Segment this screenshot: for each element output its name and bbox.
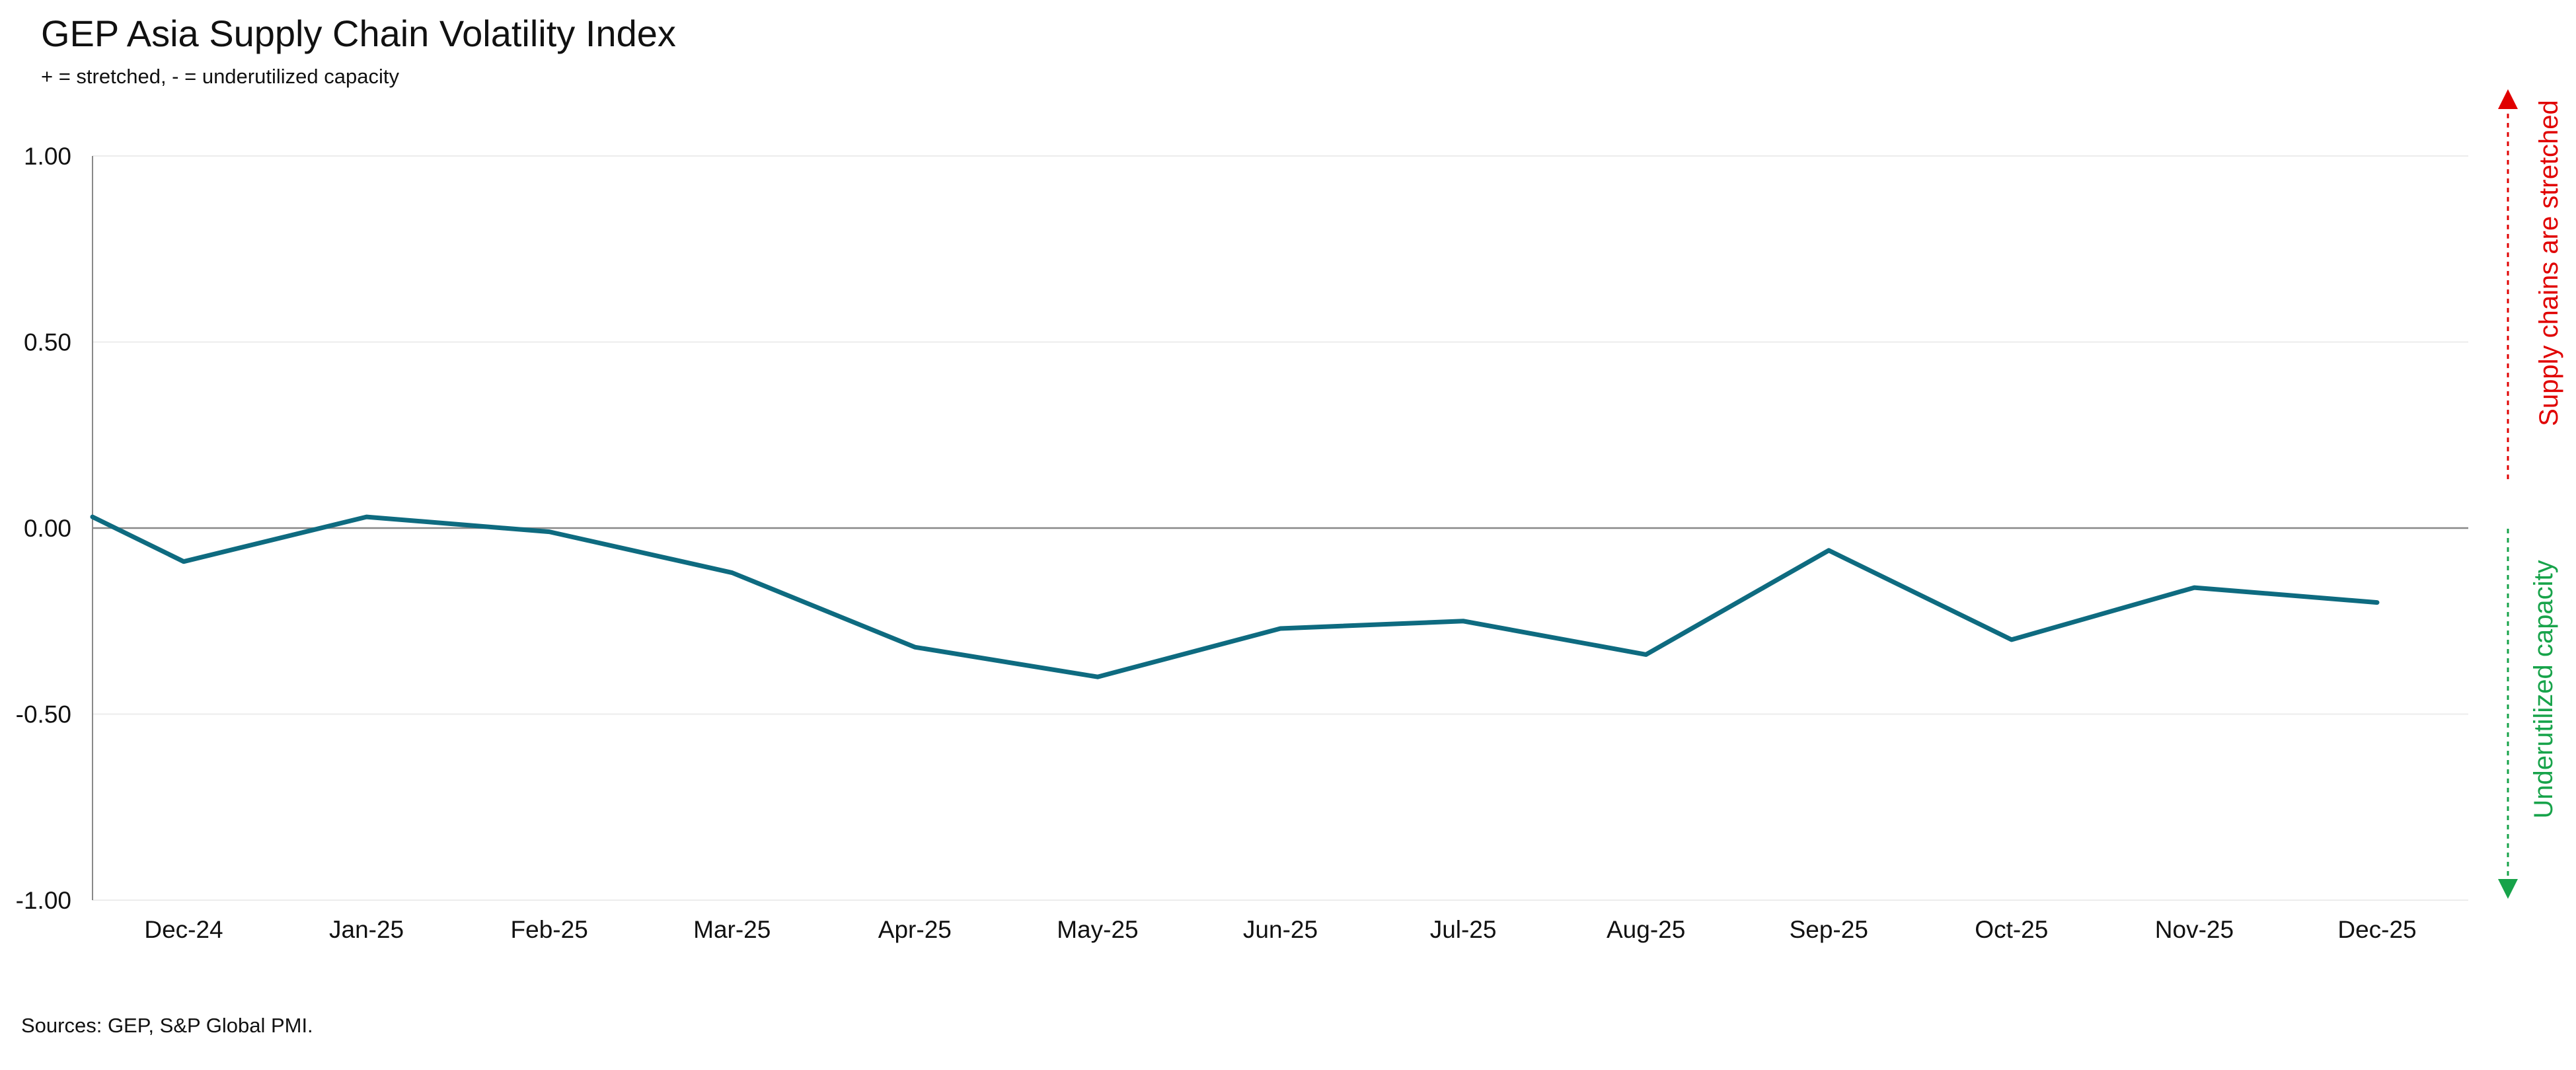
data-point — [2010, 638, 2012, 640]
x-tick-label: Dec-25 — [2337, 916, 2416, 943]
x-tick-label: Oct-25 — [1975, 916, 2048, 943]
axes — [92, 156, 2468, 900]
side-annotations: Supply chains are stretched Underutilize… — [2498, 89, 2563, 899]
data-point — [549, 531, 550, 533]
y-tick-label: 0.00 — [24, 515, 71, 542]
data-point — [731, 572, 733, 574]
x-tick-label: Nov-25 — [2155, 916, 2234, 943]
underutilized-label: Underutilized capacity — [2529, 560, 2558, 818]
y-tick-label: 0.50 — [24, 329, 71, 356]
x-tick-label: Feb-25 — [511, 916, 588, 943]
y-tick-label: -0.50 — [16, 701, 71, 728]
source-note: Sources: GEP, S&P Global PMI. — [21, 1014, 313, 1037]
x-tick-label: Jun-25 — [1243, 916, 1318, 943]
y-axis-ticks: 1.00 0.50 0.00 -0.50 -1.00 — [16, 143, 71, 914]
x-tick-label: Mar-25 — [693, 916, 771, 943]
y-tick-label: -1.00 — [16, 887, 71, 914]
data-point — [2193, 587, 2195, 589]
x-tick-label: Jan-25 — [329, 916, 404, 943]
x-axis-ticks: Dec-24 Jan-25 Feb-25 Mar-25 Apr-25 May-25 Jun-… — [144, 916, 2416, 943]
x-tick-label: May-25 — [1057, 916, 1138, 943]
data-point — [1462, 620, 1464, 622]
series-line — [90, 514, 2380, 679]
series-layer — [90, 514, 2380, 679]
chart-title: GEP Asia Supply Chain Volatility Index — [41, 13, 676, 54]
data-point — [1645, 654, 1647, 656]
data-point — [1279, 628, 1281, 630]
data-point — [914, 646, 916, 648]
y-tick-label: 1.00 — [24, 143, 71, 170]
x-tick-label: Dec-24 — [144, 916, 223, 943]
data-point — [183, 560, 184, 562]
data-point — [2376, 601, 2378, 603]
x-tick-label: Apr-25 — [878, 916, 952, 943]
gridlines — [93, 155, 2468, 901]
data-point — [365, 516, 367, 518]
x-tick-label: Aug-25 — [1607, 916, 1685, 943]
x-tick-label: Jul-25 — [1430, 916, 1497, 943]
x-tick-label: Sep-25 — [1790, 916, 1868, 943]
data-point — [1096, 676, 1098, 678]
stretched-label: Supply chains are stretched — [2534, 100, 2563, 426]
chart-subtitle: + = stretched, - = underutilized capacit… — [41, 65, 399, 88]
data-point — [1828, 549, 1830, 551]
